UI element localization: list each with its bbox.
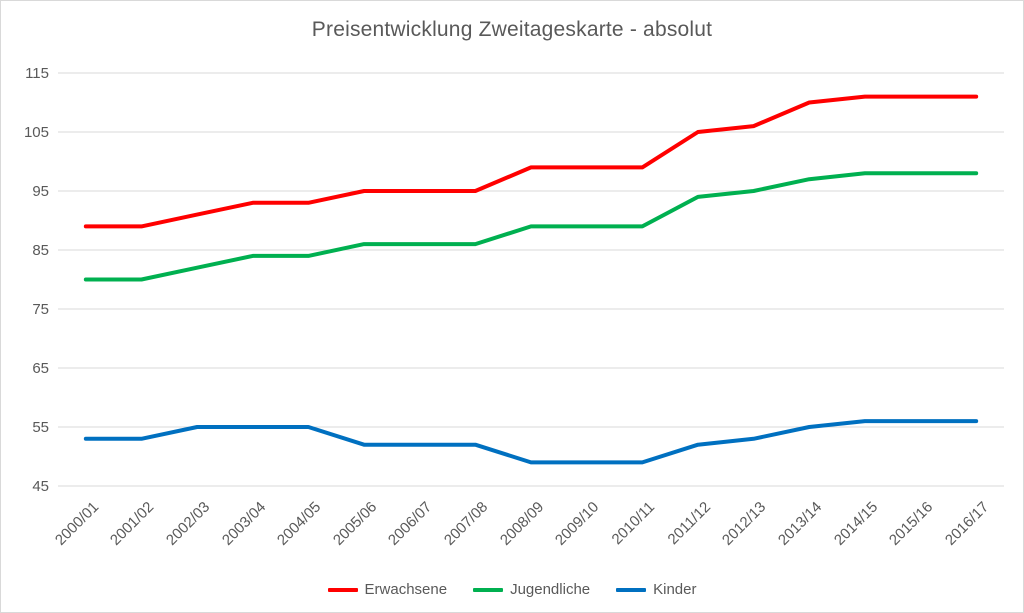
- legend-swatch-kinder: [616, 587, 647, 592]
- legend-swatch-jugendliche: [473, 587, 504, 592]
- legend-label: Jugendliche: [510, 581, 591, 598]
- y-tick-label: 75: [32, 301, 49, 318]
- y-tick-label: 105: [23, 124, 49, 141]
- y-tick-label: 65: [32, 360, 49, 377]
- series-line-kinder: [83, 419, 979, 465]
- y-tick-label: 55: [32, 419, 49, 436]
- series-line-erwachsene: [83, 94, 979, 229]
- legend: Erwachsene Jugendliche Kinder: [1, 581, 1023, 598]
- legend-swatch-erwachsene: [327, 587, 358, 592]
- y-tick-label: 85: [32, 242, 49, 259]
- series-line-jugendliche: [83, 171, 979, 282]
- legend-label: Erwachsene: [364, 581, 448, 598]
- y-tick-label: 45: [32, 478, 49, 495]
- y-tick-label: 115: [25, 65, 49, 82]
- legend-label: Kinder: [653, 581, 697, 598]
- y-tick-label: 95: [32, 183, 49, 200]
- legend-item-erwachsene: Erwachsene: [327, 581, 448, 598]
- chart-title: Preisentwicklung Zweitageskarte - absolu…: [311, 18, 713, 41]
- legend-item-jugendliche: Jugendliche: [473, 581, 590, 598]
- legend-item-kinder: Kinder: [616, 581, 696, 598]
